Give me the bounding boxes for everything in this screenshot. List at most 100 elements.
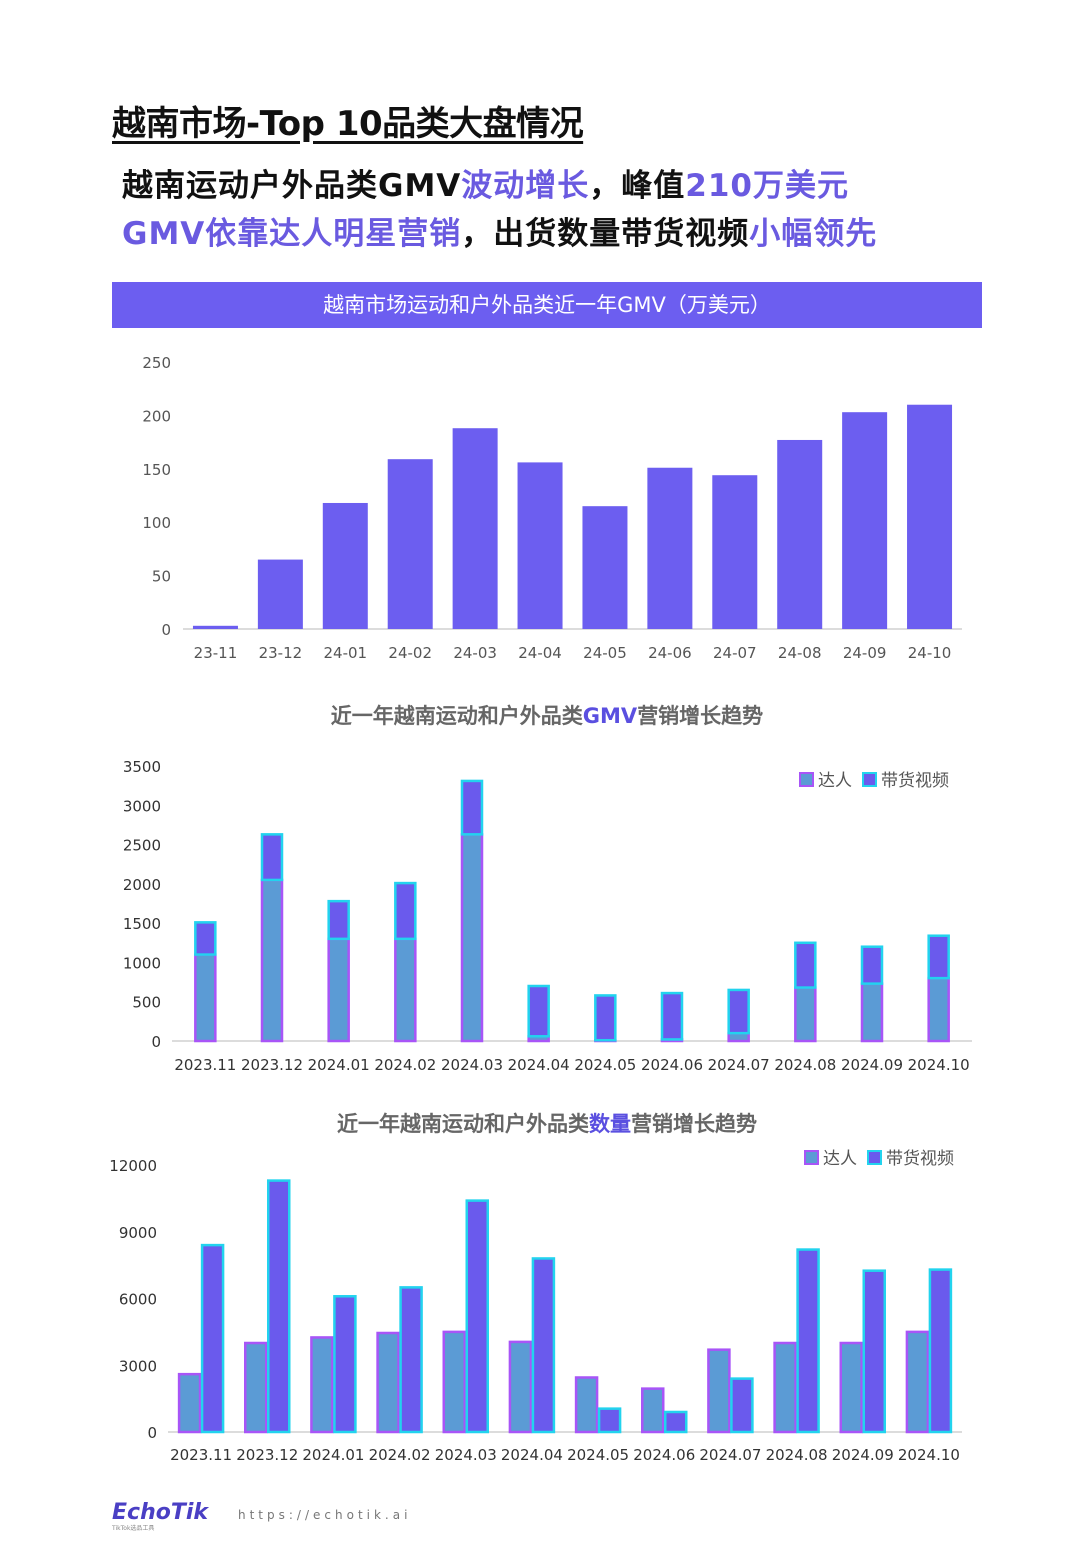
gmv-bar-chart: 0 50 100 150 200 250 23-11 23-12 24-01 24-02 24-03… [142,354,962,662]
video-bar [664,1410,688,1434]
video-bar [527,984,550,1038]
gmv-bar [712,475,758,629]
x-tick-label: 2024.01 [302,1446,364,1464]
y-tick-label: 6000 [119,1291,157,1309]
echotik-logo: EchoTik TikTok选品工具 [112,1500,208,1532]
video-bar [862,1269,886,1434]
y-tick-label: 2500 [123,837,161,855]
y-tick-label: 3000 [123,797,161,815]
video-bar [860,945,884,985]
gmv-bar [322,502,368,629]
darenren-bar [177,1372,202,1434]
video-bar [394,881,417,941]
darenren-bar [260,878,284,1043]
darenren-bar [927,976,950,1043]
headline-2-b: ，出货数量带货视频 [461,216,750,252]
x-tick-label: 2024.09 [841,1056,903,1074]
headline-2-c: 小幅领先 [749,216,878,252]
gmv-bar [517,462,563,629]
legend-label-darenren: 达人 [818,771,852,791]
x-tick-label: 24-01 [323,644,367,662]
video-bar [465,1199,489,1434]
gmv-bar [582,506,628,629]
x-tick-label: 2024.08 [766,1446,828,1464]
x-tick-label: 2024.10 [908,1056,970,1074]
x-tick-label: 24-07 [713,644,757,662]
darenren-bar [641,1387,665,1434]
legend-swatch-video [862,772,877,787]
darenren-bar [839,1341,863,1434]
x-tick-label: 2024.07 [699,1446,761,1464]
headline-1-b: 波动增长 [461,168,590,204]
x-tick-label: 2023.12 [241,1056,303,1074]
chart3-title-b: 数量 [589,1112,631,1136]
y-tick-label: 1000 [123,954,161,972]
x-tick-label: 2023.12 [236,1446,298,1464]
x-tick-label: 24-08 [778,644,822,662]
darenren-bar [394,937,417,1043]
headline-1: 越南运动户外品类GMV波动增长，峰值210万美元 [122,160,849,205]
headline-1-d: 210万美元 [685,168,850,204]
darenren-bar [442,1330,466,1434]
darenren-bar [794,986,817,1043]
darenren-bar [194,953,217,1043]
x-tick-label: 24-06 [648,644,692,662]
darenren-bar [327,937,350,1043]
x-tick-label: 24-09 [843,644,887,662]
y-tick-label: 0 [147,1424,157,1442]
darenren-bar [376,1331,400,1434]
video-bar [194,921,217,956]
y-tick-label: 3500 [123,758,161,776]
x-tick-label: 23-12 [259,644,303,662]
y-tick-label: 500 [132,994,161,1012]
gmv-bar [842,412,888,629]
video-bar [200,1243,225,1434]
darenren-bar [905,1330,930,1434]
legend-label-video: 带货视频 [886,1149,954,1169]
video-bar [327,899,350,941]
chart2-title-c: 营销增长趋势 [637,704,764,728]
chart2-title: 近一年越南运动和户外品类GMV营销增长趋势 [112,700,982,730]
video-bar [267,1179,291,1434]
x-tick-label: 2024.08 [774,1056,836,1074]
darenren-bar [508,1340,533,1434]
x-tick-label: 24-05 [583,644,627,662]
y-tick-label: 9000 [119,1224,157,1242]
darenren-bar [310,1336,334,1434]
x-tick-label: 2024.06 [641,1056,703,1074]
y-tick-label: 150 [142,461,171,479]
x-tick-label: 2024.04 [501,1446,563,1464]
y-tick-label: 3000 [119,1357,157,1375]
x-tick-label: 2024.06 [633,1446,695,1464]
video-bar [531,1257,556,1434]
chart3-title-c: 营销增长趋势 [631,1112,757,1136]
video-bar [927,934,950,980]
video-bar [597,1407,622,1434]
gmv-bar [192,625,238,629]
video-bar [794,941,817,989]
x-tick-label: 2024.05 [567,1446,629,1464]
video-bar [260,833,284,882]
darenren-bar [460,833,484,1043]
x-tick-label: 23-11 [194,644,238,662]
video-bar [796,1248,820,1434]
chart2-title-b: GMV [582,704,638,728]
x-tick-label: 2024.09 [832,1446,894,1464]
x-tick-label: 2024.02 [369,1446,431,1464]
legend-label-video: 带货视频 [881,771,949,791]
headline-1-a: 越南运动户外品类GMV [122,168,462,204]
logo-text: EchoTik [112,1500,209,1525]
chart2-title-a: 近一年越南运动和户外品类 [330,704,583,728]
darenren-bar [244,1341,268,1434]
darenren-bar [707,1348,731,1434]
x-tick-label: 2024.10 [898,1446,960,1464]
x-tick-label: 24-03 [453,644,497,662]
legend-swatch-darenren [804,1150,819,1165]
y-tick-label: 250 [142,354,171,372]
video-bar [460,779,484,836]
headline-2: GMV依靠达人明星营销，出货数量带货视频小幅领先 [122,208,877,253]
gmv-bar [452,428,498,629]
x-tick-label: 2023.11 [174,1056,236,1074]
video-bar [727,988,750,1035]
y-tick-label: 200 [142,407,171,425]
